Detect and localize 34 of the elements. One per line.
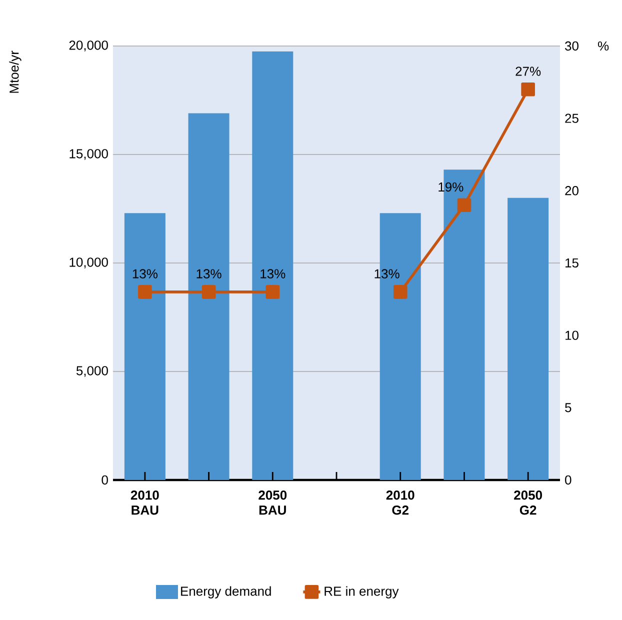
y-tick-label: 20,000 [69, 40, 108, 52]
y-tick-label: 10,000 [70, 258, 108, 268]
x-tick-label: 2050 BAU [258, 490, 287, 515]
y2-tick-label: 30 [565, 41, 578, 51]
point [457, 198, 472, 212]
y-tick-label: 0 [102, 475, 108, 485]
bar [252, 51, 294, 480]
point [138, 285, 152, 299]
point [393, 285, 408, 299]
x-tick-label: 2010 G2 [386, 490, 414, 515]
x-tick-label: 2050 G2 [514, 490, 542, 515]
point [266, 285, 280, 299]
point [521, 82, 535, 96]
data-label: 27% [516, 66, 541, 76]
y2-tick-label: 10 [566, 330, 578, 340]
y2-tick-label: 15 [566, 258, 578, 268]
y-tick-label: 5,000 [76, 366, 108, 377]
y2-tick-label: 5 [565, 403, 572, 412]
x-tick-label: 2010 BAU [130, 490, 159, 515]
bar [124, 213, 166, 480]
y2-tick-label: 25 [565, 114, 578, 123]
y-axis-title: Mtoe/yr [9, 50, 22, 93]
data-label: 13% [260, 269, 286, 278]
y2-tick-label: 0 [565, 475, 572, 485]
data-label: 13% [196, 269, 222, 278]
point [202, 285, 216, 299]
y2-tick-label: 20 [565, 186, 578, 196]
legend-label: RE in energy [324, 586, 399, 598]
data-label: 13% [132, 269, 158, 278]
bar [508, 198, 549, 480]
y2-axis-title: % [598, 41, 609, 51]
bar [188, 113, 230, 480]
legend-label: Energy demand [181, 586, 271, 598]
y-tick-label: 15,000 [70, 149, 108, 160]
